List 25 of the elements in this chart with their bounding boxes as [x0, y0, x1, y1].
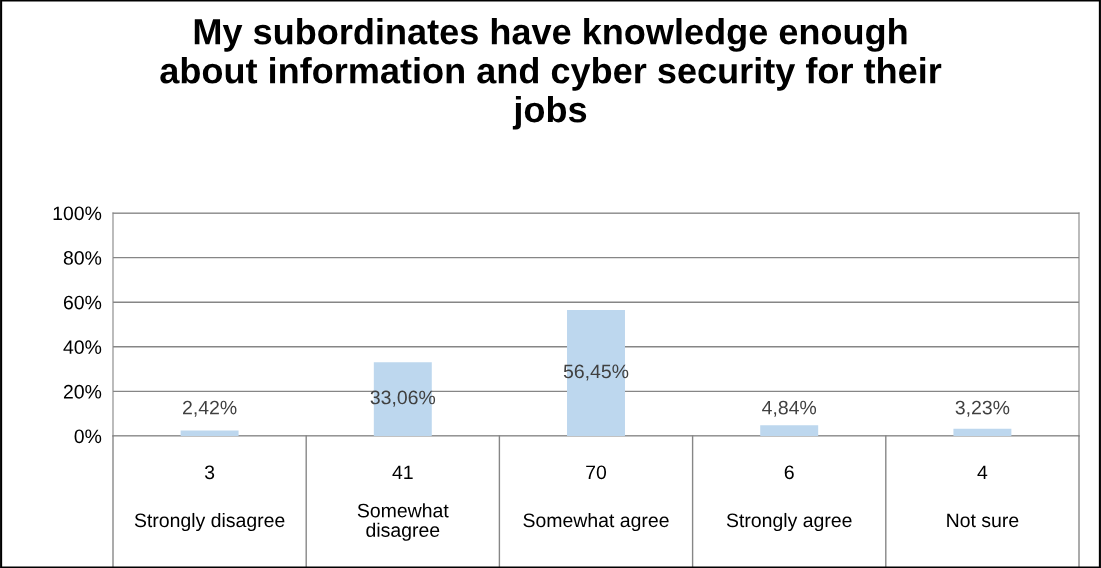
- text: 70: [586, 465, 607, 480]
- text: 4: [977, 465, 988, 480]
- x-tick-label: Somewhat disagree: [357, 503, 449, 541]
- x-tick-label: Strongly agree: [726, 512, 852, 532]
- y-tick-label: 20%: [63, 384, 102, 399]
- y-tick-label: 100%: [53, 206, 102, 221]
- text: 3: [204, 465, 215, 480]
- x-tick-label: Not sure: [947, 513, 1019, 528]
- data-label: 3,23%: [955, 400, 1010, 417]
- bar: [760, 425, 819, 436]
- text: 6: [784, 465, 794, 480]
- data-label: 33,06%: [370, 390, 436, 407]
- data-label: 2,42%: [183, 400, 237, 417]
- data-label: 4,84%: [762, 400, 817, 417]
- y-tick-label: 40%: [63, 340, 102, 355]
- x-tick-label: Strongly disagree: [134, 512, 285, 532]
- y-tick-label: 80%: [63, 251, 102, 265]
- x-tick-label: Somewhat agree: [523, 512, 669, 532]
- chart-title: My subordinates have knowledge enough about information and cyber security for their jobs: [160, 18, 942, 130]
- y-tick-label: 60%: [63, 295, 102, 310]
- text: 41: [392, 465, 413, 480]
- y-tick-label: 0%: [74, 429, 102, 444]
- bar: [953, 428, 1012, 436]
- bar: [180, 430, 239, 436]
- data-label: 56,45%: [563, 364, 629, 381]
